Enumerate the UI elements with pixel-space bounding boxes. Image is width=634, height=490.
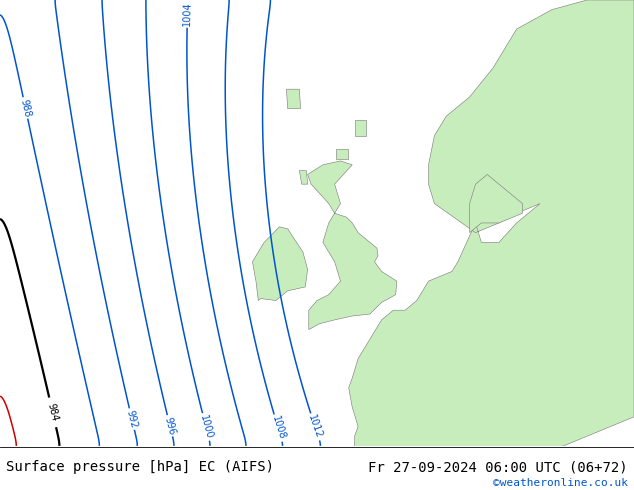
Text: Surface pressure [hPa] EC (AIFS): Surface pressure [hPa] EC (AIFS) [6, 460, 275, 474]
Polygon shape [336, 149, 347, 159]
Text: 992: 992 [125, 409, 139, 429]
Polygon shape [349, 0, 634, 458]
Polygon shape [354, 120, 366, 136]
Text: Fr 27-09-2024 06:00 UTC (06+72): Fr 27-09-2024 06:00 UTC (06+72) [368, 460, 628, 474]
Polygon shape [470, 174, 522, 233]
Text: 984: 984 [46, 402, 60, 422]
Text: 1004: 1004 [182, 1, 193, 26]
Text: 1012: 1012 [306, 414, 324, 440]
Text: ©weatheronline.co.uk: ©weatheronline.co.uk [493, 478, 628, 488]
Polygon shape [299, 171, 307, 184]
Text: 988: 988 [18, 98, 32, 118]
Polygon shape [287, 89, 301, 109]
Text: 1000: 1000 [198, 414, 214, 440]
Polygon shape [252, 227, 307, 300]
Text: 1008: 1008 [269, 415, 287, 441]
Polygon shape [307, 161, 397, 330]
Text: 996: 996 [163, 416, 177, 436]
